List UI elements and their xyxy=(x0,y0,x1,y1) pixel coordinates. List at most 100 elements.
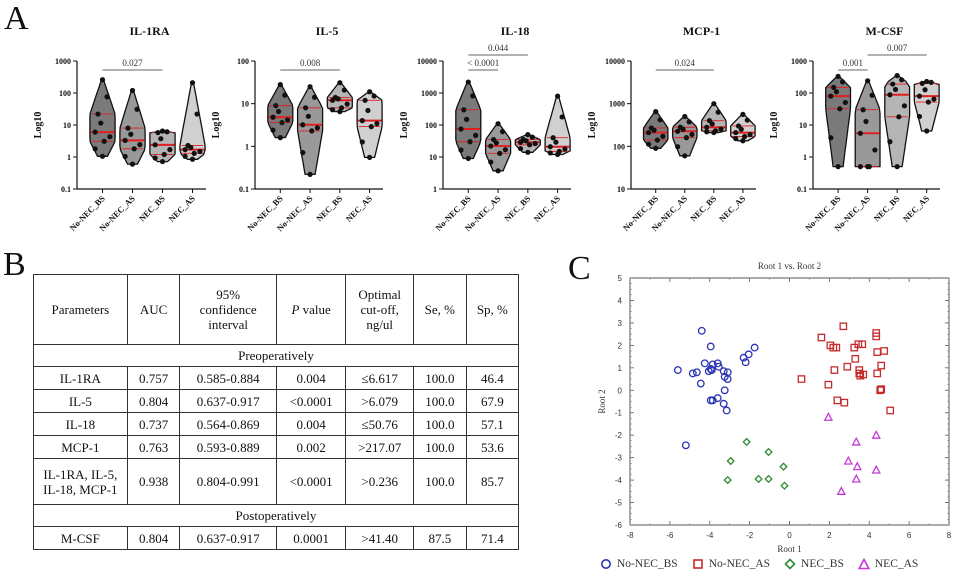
data-point xyxy=(182,153,188,159)
data-point xyxy=(835,73,841,80)
circle-point xyxy=(739,353,748,362)
header-sp: Sp, % xyxy=(465,274,520,345)
diamond-point xyxy=(742,437,751,447)
x-tick-label: -4 xyxy=(706,531,714,540)
y-tick-label: 5 xyxy=(618,274,623,283)
triangle-point xyxy=(852,461,862,471)
data-point xyxy=(916,93,923,99)
data-point xyxy=(704,129,710,135)
data-point xyxy=(473,132,479,138)
x-tick-label: 0 xyxy=(787,531,792,540)
data-point xyxy=(458,147,464,153)
circle-point xyxy=(707,366,716,375)
data-point xyxy=(125,125,131,131)
data-point xyxy=(191,150,197,156)
y-tick-label: 2 xyxy=(618,341,623,350)
y-tick-label: 10000 xyxy=(417,57,437,66)
square-point xyxy=(873,369,882,378)
data-point xyxy=(689,131,695,138)
x-axis-label: Root 1 xyxy=(777,544,801,554)
data-point xyxy=(831,84,837,90)
circle-point xyxy=(704,367,713,376)
square-point xyxy=(826,341,835,350)
scatter-legend: No-NEC_BS No-NEC_AS NEC_BS NEC_AS xyxy=(600,557,954,570)
circle-point xyxy=(714,362,723,371)
data-point xyxy=(194,111,200,117)
data-point xyxy=(458,126,464,132)
square-point xyxy=(877,361,886,370)
data-point xyxy=(182,147,188,153)
cell-parameter: MCP-1 xyxy=(33,435,128,459)
y-tick-label: -1 xyxy=(615,409,623,418)
legend-item-no-nec-as: No-NEC_AS xyxy=(692,558,770,570)
data-point xyxy=(367,89,373,95)
circle-point xyxy=(688,369,697,378)
y-tick-label: 3 xyxy=(618,319,623,328)
data-point xyxy=(872,147,878,153)
y-tick-label: 0.1 xyxy=(797,185,807,194)
x-tick-label: NEC_BS xyxy=(502,193,532,223)
chart-title: Root 1 vs. Root 2 xyxy=(758,261,821,271)
cell-se: 87.5 xyxy=(413,526,467,550)
data-point xyxy=(922,87,928,93)
legend-label: NEC_AS xyxy=(874,558,919,570)
data-point xyxy=(99,153,106,159)
circle-point xyxy=(741,358,750,367)
data-point xyxy=(899,77,905,83)
square-point xyxy=(855,369,864,378)
data-point xyxy=(682,153,688,159)
circle-point xyxy=(723,375,732,383)
y-axis-label: Log10 xyxy=(769,112,780,139)
data-point xyxy=(495,121,501,127)
violin-chart-il-18: IL-18Log10110100100010000No-NEC_BSNo-NEC… xyxy=(399,24,571,233)
y-tick-label: 1000 xyxy=(609,100,625,109)
y-tick-label: 10000 xyxy=(605,57,625,66)
circle-point xyxy=(720,372,729,381)
y-tick-label: -3 xyxy=(615,454,623,463)
data-point xyxy=(374,121,380,127)
data-point xyxy=(134,106,140,112)
circle-point xyxy=(708,396,717,405)
data-point xyxy=(709,121,715,127)
table-row: MCP-1 0.763 0.593-0.889 0.002 >217.07 10… xyxy=(33,435,520,459)
table-row: IL-5 0.804 0.637-0.917 <0.0001 >6.079 10… xyxy=(33,389,520,413)
data-point xyxy=(529,134,535,140)
cell-ci: 0.637-0.917 xyxy=(179,526,277,550)
circle-point xyxy=(713,359,722,368)
cell-ci: 0.585-0.884 xyxy=(179,366,277,390)
cell-parameter: IL-1RA, IL-5, IL-18, MCP-1 xyxy=(33,458,128,505)
data-point xyxy=(359,139,365,145)
cell-se: 100.0 xyxy=(413,435,467,459)
section-row-preoperatively: Preoperatively xyxy=(33,344,519,367)
data-point xyxy=(928,79,934,85)
data-point xyxy=(488,159,494,165)
data-point xyxy=(197,148,203,155)
data-point xyxy=(740,138,746,144)
circle-point xyxy=(706,396,715,405)
triangle-point xyxy=(851,473,861,483)
data-point xyxy=(675,144,681,150)
data-point xyxy=(335,96,341,102)
x-tick-label: 8 xyxy=(947,531,952,540)
data-point xyxy=(866,164,872,170)
cell-sp: 57.1 xyxy=(465,412,520,436)
data-point xyxy=(828,93,834,99)
data-point xyxy=(919,80,925,86)
y-tick-label: 1 xyxy=(618,364,623,373)
cell-auc: 0.804 xyxy=(126,526,181,550)
data-point xyxy=(368,124,374,130)
data-point xyxy=(738,126,744,132)
y-tick-label: 1 xyxy=(67,153,71,162)
data-point xyxy=(835,164,841,170)
data-point xyxy=(305,113,311,119)
data-point xyxy=(744,117,750,123)
diamond-point xyxy=(764,447,773,457)
data-point xyxy=(857,130,863,136)
data-point xyxy=(302,105,309,111)
data-point xyxy=(916,113,923,120)
data-point xyxy=(747,131,753,138)
y-axis-label: Log10 xyxy=(33,112,44,139)
diamond-point xyxy=(723,475,732,485)
cell-p: 0.002 xyxy=(275,435,347,459)
data-point xyxy=(555,93,561,99)
